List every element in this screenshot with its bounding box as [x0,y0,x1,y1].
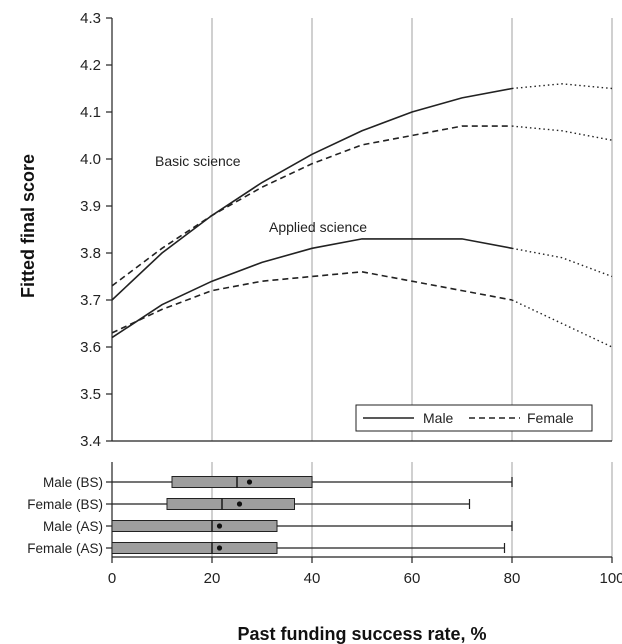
legend: Male Female [355,404,593,432]
series-extrapolation-2 [511,247,613,278]
box-mean-0 [246,479,253,485]
box-mean-3 [216,545,223,551]
x-tick-label: 40 [304,570,321,587]
y-tick-label: 4.0 [80,151,101,168]
y-tick-label: 4.1 [80,104,101,121]
y-tick-label: 4.2 [80,57,101,74]
series-extrapolation-0 [511,83,613,90]
y-tick-label: 3.9 [80,198,101,215]
x-tick-label: 20 [204,570,221,587]
series-layer [111,83,613,348]
annotation-basic-science: Basic science [155,153,241,169]
x-tick-label: 100 [599,570,622,587]
series-line-3 [111,270,513,334]
annotation-applied-science: Applied science [269,219,367,235]
y-axis-label: Fitted final score [18,154,38,298]
y-tick-label: 4.3 [80,10,101,27]
y-tick-label: 3.5 [80,386,101,403]
box-layer: Male (BS) Female (BS) Male (AS) Female (AS) [27,475,513,556]
box-iqr-3 [111,542,278,554]
series-extrapolation-1 [511,125,613,141]
y-axis-ticks: 3.4 3.5 3.6 3.7 3.8 3.9 4.0 4.1 4.2 4.3 [80,10,112,450]
box-iqr-0 [171,476,313,488]
x-axis-ticks: 0 20 40 60 80 100 [108,557,622,587]
box-mean-1 [236,501,243,507]
x-tick-label: 60 [404,570,421,587]
y-tick-label: 3.8 [80,245,101,262]
box-category-label: Female (AS) [27,541,103,556]
legend-female-label: Female [527,410,574,426]
box-iqr-2 [111,520,278,532]
upper-panel: 3.4 3.5 3.6 3.7 3.8 3.9 4.0 4.1 4.2 4.3 Fitted fi… [18,10,613,450]
x-tick-label: 80 [504,570,521,587]
series-extrapolation-3 [511,299,613,348]
x-tick-label: 0 [108,570,116,587]
box-mean-2 [216,523,223,529]
series-line-1 [111,125,512,287]
lower-panel: Male (BS) Female (BS) Male (AS) Female (AS)… [27,462,622,644]
box-category-label: Male (BS) [43,475,103,490]
series-line-2 [111,238,513,339]
y-tick-label: 3.7 [80,292,101,309]
legend-male-label: Male [423,410,454,426]
x-axis-label: Past funding success rate, % [237,624,486,644]
y-tick-label: 3.4 [80,433,101,450]
y-tick-label: 3.6 [80,339,101,356]
box-iqr-1 [166,498,295,510]
box-category-label: Male (AS) [43,519,103,534]
box-category-label: Female (BS) [27,497,103,512]
series-line-0 [111,87,513,301]
